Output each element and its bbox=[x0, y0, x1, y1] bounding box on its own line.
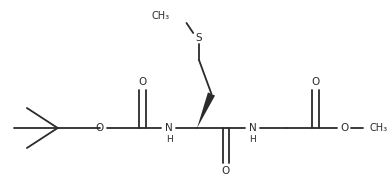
Text: CH₃: CH₃ bbox=[369, 123, 387, 133]
Text: O: O bbox=[96, 123, 104, 133]
Text: H: H bbox=[166, 135, 173, 143]
Text: O: O bbox=[222, 166, 230, 176]
Text: O: O bbox=[138, 77, 146, 87]
Text: O: O bbox=[311, 77, 319, 87]
Text: N: N bbox=[249, 123, 257, 133]
Text: O: O bbox=[340, 123, 348, 133]
Text: CH₃: CH₃ bbox=[151, 11, 169, 21]
Text: N: N bbox=[165, 123, 173, 133]
Polygon shape bbox=[197, 92, 215, 128]
Text: S: S bbox=[196, 33, 202, 43]
Text: H: H bbox=[249, 135, 256, 143]
